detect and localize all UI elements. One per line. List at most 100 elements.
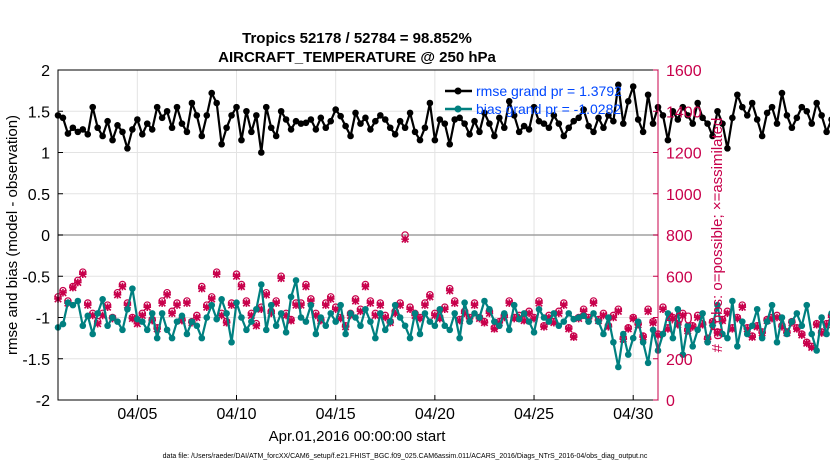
bias-point	[292, 277, 300, 284]
y-right-axis-ticks: 0 200 400 600 800 1000 1200 1400 1600	[653, 63, 702, 410]
rmse-point	[803, 107, 811, 115]
obs-assimilated-point	[173, 301, 181, 309]
rmse-point	[253, 112, 260, 119]
obs-assimilated-point	[262, 291, 271, 299]
rmse-point	[277, 107, 285, 115]
obs-assimilated-point	[778, 322, 786, 331]
obs-assimilated-point	[718, 316, 727, 325]
obs-assimilated-point	[445, 286, 454, 295]
rmse-point	[431, 136, 439, 144]
bias-point	[84, 312, 92, 320]
y-right-tick-label-0: 0	[666, 393, 675, 410]
rmse-point	[213, 99, 220, 107]
rmse-point	[823, 128, 830, 136]
rmse-point	[486, 120, 493, 127]
rmse-point	[267, 124, 275, 132]
obs-assimilated-point	[450, 299, 459, 307]
rmse-point	[724, 145, 731, 152]
rmse-point	[491, 132, 498, 140]
y-right-tick-label-8: 1600	[666, 63, 702, 80]
obs-assimilated-point	[193, 313, 201, 322]
bias-point	[367, 318, 374, 325]
bias-point	[743, 330, 751, 338]
bias-point	[758, 334, 766, 342]
y-right-tick-label-3: 600	[666, 269, 693, 286]
rmse-point	[218, 140, 225, 148]
bias-point	[411, 310, 419, 317]
bias-point	[163, 326, 171, 334]
obs-assimilated-point	[525, 309, 533, 318]
rmse-point	[793, 114, 801, 122]
obs-assimilated-point	[530, 314, 538, 323]
rmse-point	[406, 109, 414, 117]
rmse-point	[203, 112, 211, 119]
bias-point	[441, 322, 449, 330]
bias-point	[515, 315, 523, 323]
y-right-tick-label-6: 1200	[666, 146, 702, 163]
obs-assimilated-point	[272, 299, 280, 307]
rmse-point	[669, 107, 677, 115]
obs-assimilated-point	[664, 325, 672, 333]
obs-assimilated-point	[406, 305, 414, 314]
rmse-point	[471, 117, 478, 125]
rmse-point	[287, 126, 295, 133]
bias-point	[218, 296, 225, 303]
obs-assimilated-point	[793, 325, 801, 333]
bias-point	[768, 301, 776, 309]
obs-assimilated-point	[728, 325, 737, 333]
obs-assimilated-point	[624, 325, 633, 333]
bias-point	[178, 312, 186, 320]
bias-point	[282, 329, 290, 336]
rmse-point	[198, 132, 206, 140]
obs-assimilated-point	[396, 301, 404, 309]
obs-assimilated-point	[798, 331, 806, 339]
rmse-point	[119, 128, 126, 136]
rmse-point	[694, 99, 701, 107]
rmse-line	[57, 83, 830, 154]
bias-point	[496, 322, 503, 330]
obs-assimilated-point	[460, 309, 469, 318]
obs-assimilated-point	[812, 320, 821, 329]
obs-assimilated-point	[713, 329, 722, 337]
rmse-point	[134, 116, 141, 123]
bias-point	[639, 338, 647, 346]
rmse-point	[64, 130, 72, 137]
rmse-point	[664, 136, 672, 144]
rmse-point	[783, 112, 791, 119]
bias-point	[94, 310, 101, 317]
rmse-point	[421, 124, 429, 132]
rmse-point	[357, 120, 364, 127]
rmse-point	[758, 132, 766, 140]
rmse-point	[292, 117, 300, 125]
bias-point	[426, 318, 434, 325]
bias-point	[317, 314, 325, 321]
bias-point	[386, 318, 394, 325]
obs-assimilated-point	[78, 270, 87, 278]
bias-point	[119, 326, 126, 334]
rmse-point	[446, 140, 454, 148]
bias-point	[332, 318, 339, 325]
rmse-point	[525, 126, 533, 133]
obs-assimilated-point	[693, 313, 702, 322]
rmse-point	[510, 112, 518, 119]
rmse-point	[84, 131, 92, 138]
rmse-point	[158, 114, 166, 122]
obs-assimilated-point	[198, 284, 206, 293]
rmse-point	[129, 126, 136, 133]
bias-point	[481, 297, 488, 305]
obs-assimilated-point	[59, 288, 67, 297]
rmse-point	[163, 107, 171, 115]
legend-rmse-label: rmse grand pr = 1.3792	[476, 83, 622, 99]
y-right-tick-label-4: 800	[666, 228, 693, 245]
bias-point	[297, 314, 305, 321]
bias-point	[664, 310, 672, 317]
bias-point	[466, 318, 473, 325]
rmse-point	[585, 122, 592, 130]
rmse-series-layer	[54, 81, 830, 156]
bias-point	[610, 338, 617, 346]
obs-assimilated-point	[391, 309, 399, 318]
bias-point	[615, 363, 622, 371]
obs-assimilated-point	[559, 301, 568, 309]
rmse-point	[337, 112, 344, 120]
rmse-point	[89, 103, 97, 111]
